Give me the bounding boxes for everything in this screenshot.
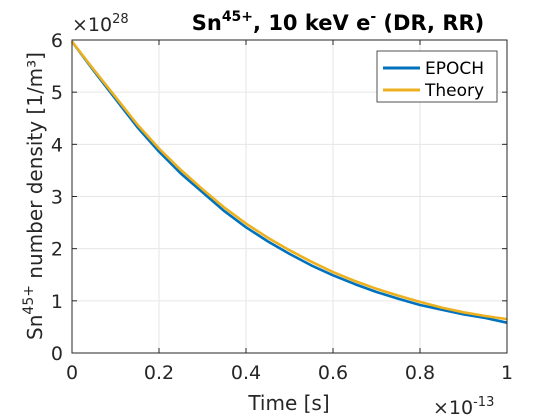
grid — [71, 39, 508, 354]
y-axis-label: Sn45+ number density [1/m³] — [21, 52, 47, 340]
x-exponent: ×10-13 — [433, 395, 494, 419]
series-line-theory — [70, 40, 508, 321]
y-tick-label: 5 — [51, 82, 63, 104]
y-tick-label: 1 — [51, 291, 63, 313]
chart-title: Sn45+, 10 keV e- (DR, RR) — [192, 9, 485, 35]
y-tick-label: 6 — [51, 30, 63, 52]
x-tick-label: 0 — [66, 362, 78, 384]
legend-box — [376, 50, 498, 103]
legend-label-epoch: EPOCH — [425, 59, 484, 79]
series-lines — [70, 40, 508, 324]
x-axis-label: Time [s] — [247, 391, 329, 415]
x-tick-label: 0.8 — [405, 362, 435, 384]
tick-labels: 0 0.2 0.4 0.6 0.8 1 0 1 2 3 4 5 6 — [51, 30, 513, 384]
y-exponent: ×1028 — [72, 12, 129, 36]
y-tick-label: 0 — [51, 343, 63, 365]
legend: EPOCH Theory — [376, 50, 498, 103]
x-tick-label: 1 — [501, 362, 513, 384]
y-tick-label: 4 — [51, 134, 63, 156]
series-line-epoch — [70, 40, 508, 324]
x-tick-label: 0.4 — [231, 362, 261, 384]
y-tick-label: 3 — [51, 187, 63, 209]
y-tick-label: 2 — [51, 239, 63, 261]
x-tick-label: 0.2 — [144, 362, 174, 384]
x-tick-label: 0.6 — [318, 362, 348, 384]
legend-label-theory: Theory — [424, 81, 484, 101]
ticks — [71, 39, 508, 354]
